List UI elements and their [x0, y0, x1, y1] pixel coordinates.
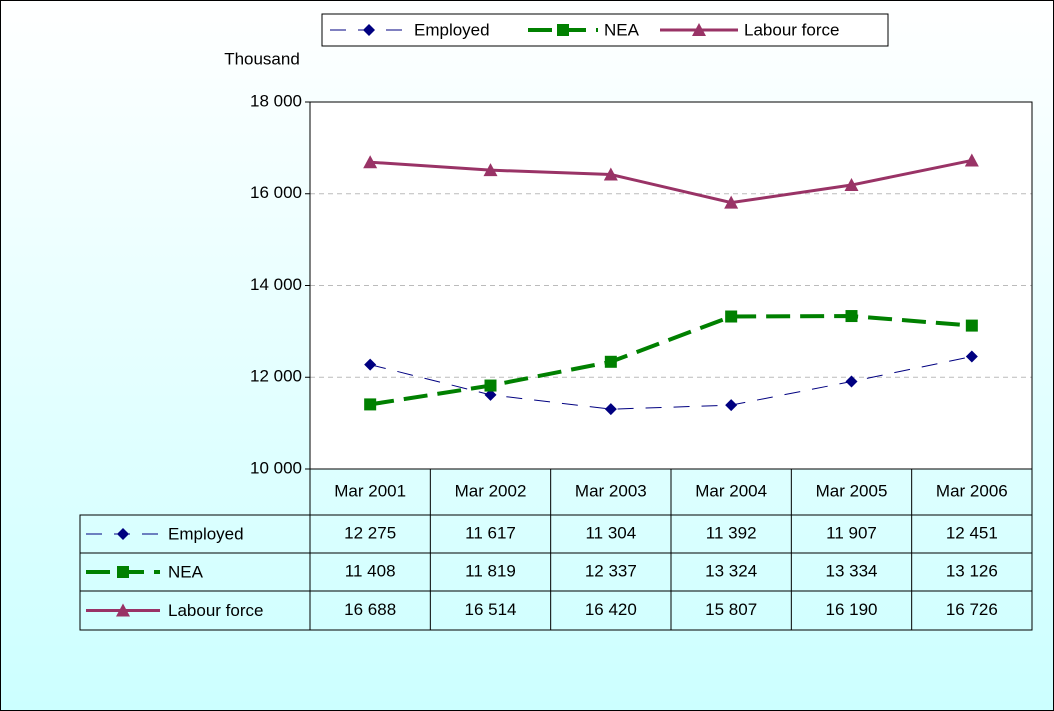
marker	[603, 167, 618, 181]
series-line	[370, 356, 972, 410]
table-value: 16 514	[465, 600, 517, 619]
marker	[725, 310, 738, 323]
y-tick-label: 12 000	[250, 367, 302, 386]
table-row-label: Labour force	[168, 601, 263, 620]
table-value: 11 617	[465, 523, 516, 542]
table-value: 16 688	[344, 600, 396, 619]
table-row-label: NEA	[168, 562, 204, 581]
table-value: 13 126	[946, 561, 998, 580]
marker	[484, 388, 497, 401]
y-tick-label: 14 000	[250, 275, 302, 294]
legend-label: NEA	[604, 20, 640, 39]
table-value: 13 334	[826, 561, 878, 580]
table-value: 11 392	[706, 523, 757, 542]
table-value: 16 726	[946, 600, 998, 619]
legend	[321, 13, 889, 47]
table-value: 16 420	[585, 600, 637, 619]
table-value: 16 190	[826, 600, 878, 619]
marker	[724, 195, 739, 209]
x-tick-label: Mar 2005	[816, 481, 888, 500]
x-tick-label: Mar 2003	[575, 481, 647, 500]
legend-marker	[692, 23, 706, 36]
table-row-label: Employed	[168, 524, 244, 543]
marker	[965, 319, 978, 332]
legend-label: Labour force	[744, 20, 839, 39]
marker	[964, 153, 979, 167]
legend-marker	[557, 24, 569, 36]
y-axis-label: Thousand	[224, 49, 300, 68]
table-value: 13 324	[705, 561, 757, 580]
y-tick-label: 10 000	[250, 458, 302, 477]
table-value: 12 275	[344, 523, 396, 542]
series-line	[369, 314, 972, 407]
table-key-marker	[117, 528, 129, 540]
marker	[845, 375, 858, 388]
marker	[844, 178, 859, 192]
marker	[604, 403, 617, 416]
table-key-marker	[116, 603, 130, 617]
legend-label: Employed	[414, 20, 490, 39]
table-value: 12 337	[585, 561, 637, 580]
marker	[363, 155, 378, 169]
marker	[364, 358, 377, 371]
legend-marker	[363, 24, 375, 36]
marker	[845, 310, 858, 323]
table-value: 12 451	[946, 523, 998, 542]
y-tick-label: 16 000	[250, 183, 302, 202]
x-tick-label: Mar 2002	[455, 481, 527, 500]
table-value: 15 807	[705, 600, 757, 619]
marker	[484, 379, 497, 392]
x-tick-label: Mar 2001	[334, 481, 406, 500]
table-value: 11 304	[585, 523, 636, 542]
table-value: 11 907	[826, 523, 877, 542]
table-key-marker	[117, 566, 129, 578]
marker	[364, 398, 377, 411]
marker	[965, 350, 978, 363]
x-tick-label: Mar 2004	[695, 481, 767, 500]
marker	[483, 163, 498, 177]
table-value: 11 819	[465, 561, 516, 580]
marker	[604, 355, 617, 368]
marker	[725, 399, 738, 412]
series-line	[370, 158, 973, 205]
table-value: 11 408	[345, 561, 396, 580]
y-tick-label: 18 000	[250, 91, 302, 110]
x-tick-label: Mar 2006	[936, 481, 1008, 500]
